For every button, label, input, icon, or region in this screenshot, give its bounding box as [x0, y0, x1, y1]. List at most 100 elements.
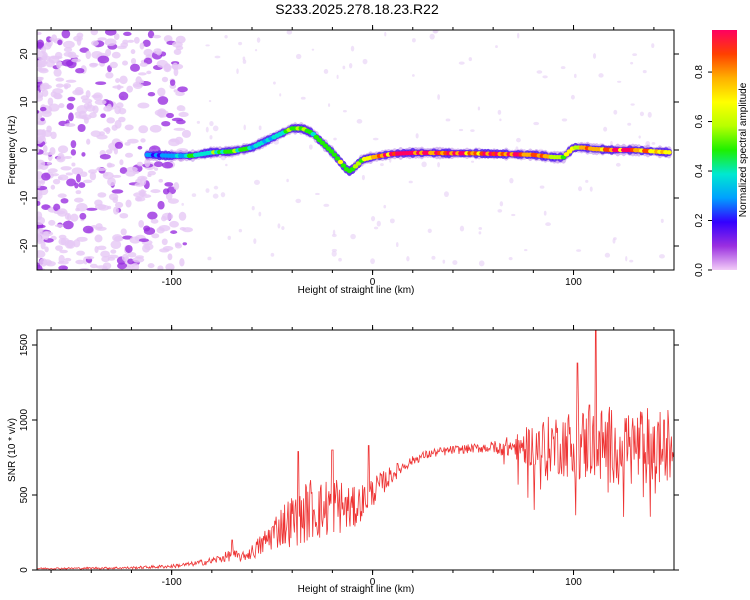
heatmap-noise-cell	[37, 233, 42, 243]
heatmap-noise-cell	[74, 197, 84, 203]
snr-series-line	[37, 330, 674, 570]
heatmap-noise-cell	[627, 122, 632, 126]
heatmap-noise-cell	[125, 245, 133, 253]
heatmap-noise-cell	[143, 57, 153, 65]
heatmap-noise-cell	[625, 255, 628, 262]
heatmap-noise-cell	[539, 185, 545, 189]
heatmap-noise-cell	[134, 196, 142, 202]
heatmap-noise-cell	[147, 173, 152, 178]
heatmap-noise-cell	[97, 55, 110, 64]
heatmap-noise-cell	[70, 149, 77, 156]
heatmap-noise-cell	[415, 133, 419, 139]
heatmap-noise-cell	[497, 109, 502, 115]
heatmap-noise-cell	[342, 65, 346, 70]
heatmap-noise-cell	[107, 163, 115, 168]
snr-x-tick-label: 100	[565, 577, 582, 588]
heatmap-noise-cell	[88, 169, 98, 174]
heatmap-noise-cell	[87, 101, 93, 109]
heatmap-noise-cell	[46, 125, 52, 133]
heatmap-noise-cell	[165, 263, 175, 270]
heatmap-noise-cell	[110, 240, 122, 250]
heatmap-noise-cell	[54, 224, 64, 228]
heatmap-noise-cell	[509, 177, 514, 184]
heatmap-noise-cell	[119, 167, 128, 174]
heatmap-noise-cell	[63, 83, 72, 89]
minor-ticks	[50, 327, 655, 573]
heatmap-noise-cell	[79, 212, 87, 220]
heatmap-noise-cell	[138, 190, 147, 194]
heatmap-noise-cell	[114, 119, 122, 129]
heatmap-noise-cell	[41, 45, 47, 55]
heatmap-noise-cell	[173, 182, 180, 191]
heatmap-ridge-cell	[340, 163, 347, 168]
heatmap-noise-cell	[443, 191, 449, 198]
heatmap-noise-cell	[166, 186, 177, 195]
heatmap-noise-cell	[332, 229, 336, 236]
heatmap-noise-cell	[477, 106, 481, 111]
heatmap-noise-cell	[40, 241, 46, 250]
colorbar-ticks: 0.0 0.2 0.4 0.6 0.8	[694, 65, 712, 277]
heatmap-noise-cell	[37, 60, 48, 65]
heatmap-noise-cell	[214, 55, 221, 59]
heatmap-noise-cell	[113, 206, 119, 215]
heatmap-noise-cell	[71, 162, 76, 167]
heatmap-noise-cell	[242, 59, 247, 64]
heatmap-noise-cell	[105, 71, 114, 79]
heatmap-noise-cell	[91, 40, 99, 46]
heatmap-noise-cell	[122, 39, 129, 45]
heatmap-noise-cell	[468, 57, 473, 62]
heatmap-noise-cell	[37, 39, 45, 49]
colorbar-tick-label: 0.8	[694, 65, 705, 79]
heatmap-noise-cell	[71, 58, 81, 63]
heatmap-noise-cell	[157, 200, 165, 210]
heatmap-noise-cell	[395, 242, 399, 248]
heatmap-noise-cell	[140, 138, 146, 143]
heatmap-noise-cell	[116, 102, 124, 109]
heatmap-noise-cell	[37, 133, 46, 141]
heatmap-noise-cell	[169, 79, 176, 86]
heatmap-noise-cell	[165, 192, 173, 201]
heatmap-noise-cell	[225, 163, 228, 167]
heatmap-noise-cell	[112, 234, 123, 242]
heatmap-noise-cell	[603, 126, 608, 132]
heatmap-noise-cell	[350, 45, 355, 52]
heatmap-noise-cell	[281, 226, 285, 231]
heatmap-noise-cell	[376, 220, 381, 227]
heatmap-noise-cell	[139, 42, 145, 50]
heatmap-noise-cell	[127, 251, 137, 258]
heatmap-noise-cell	[295, 53, 302, 60]
heatmap-noise-cell	[137, 102, 150, 109]
heatmap-noise-cell	[253, 238, 257, 244]
heatmap-noise-cell	[459, 225, 465, 232]
heatmap-noise-cell	[147, 211, 158, 220]
heatmap-noise-cell	[50, 173, 60, 177]
heatmap-noise-cell	[191, 193, 197, 197]
heatmap-noise-cell	[561, 118, 568, 122]
heatmap-noise-cell	[138, 220, 145, 228]
heatmap-noise-cell	[76, 105, 88, 114]
heatmap-noise-cell	[138, 238, 149, 243]
heatmap-noise-cell	[101, 267, 109, 270]
heatmap-noise-cell	[642, 70, 647, 74]
minor-ticks	[50, 27, 655, 273]
heatmap-noise-cell	[213, 185, 219, 190]
heatmap-noise-cell	[315, 192, 320, 196]
snr-x-tick-label: -100	[162, 577, 182, 588]
heatmap-noise-cell	[524, 249, 528, 252]
heatmap-noise-cell	[516, 137, 521, 143]
heatmap-noise-cell	[445, 118, 451, 122]
heatmap-noise-cell	[135, 76, 142, 85]
heatmap-noise-cell	[158, 178, 164, 183]
heatmap-noise-cell	[331, 250, 337, 257]
heatmap-noise-cell	[158, 224, 171, 232]
heatmap-noise-cell	[90, 30, 99, 36]
heatmap-noise-cell	[64, 239, 74, 249]
heatmap-noise-cell	[157, 108, 166, 115]
heatmap-noise-cell	[37, 67, 48, 72]
heatmap-noise-cell	[64, 123, 76, 128]
colorbar-tick-label: 0.4	[694, 164, 705, 178]
heatmap-noise-cell	[137, 145, 143, 150]
heatmap-noise-cell	[273, 81, 276, 85]
heatmap-noise-cell	[114, 201, 124, 209]
heatmap-noise-cell	[338, 257, 342, 262]
